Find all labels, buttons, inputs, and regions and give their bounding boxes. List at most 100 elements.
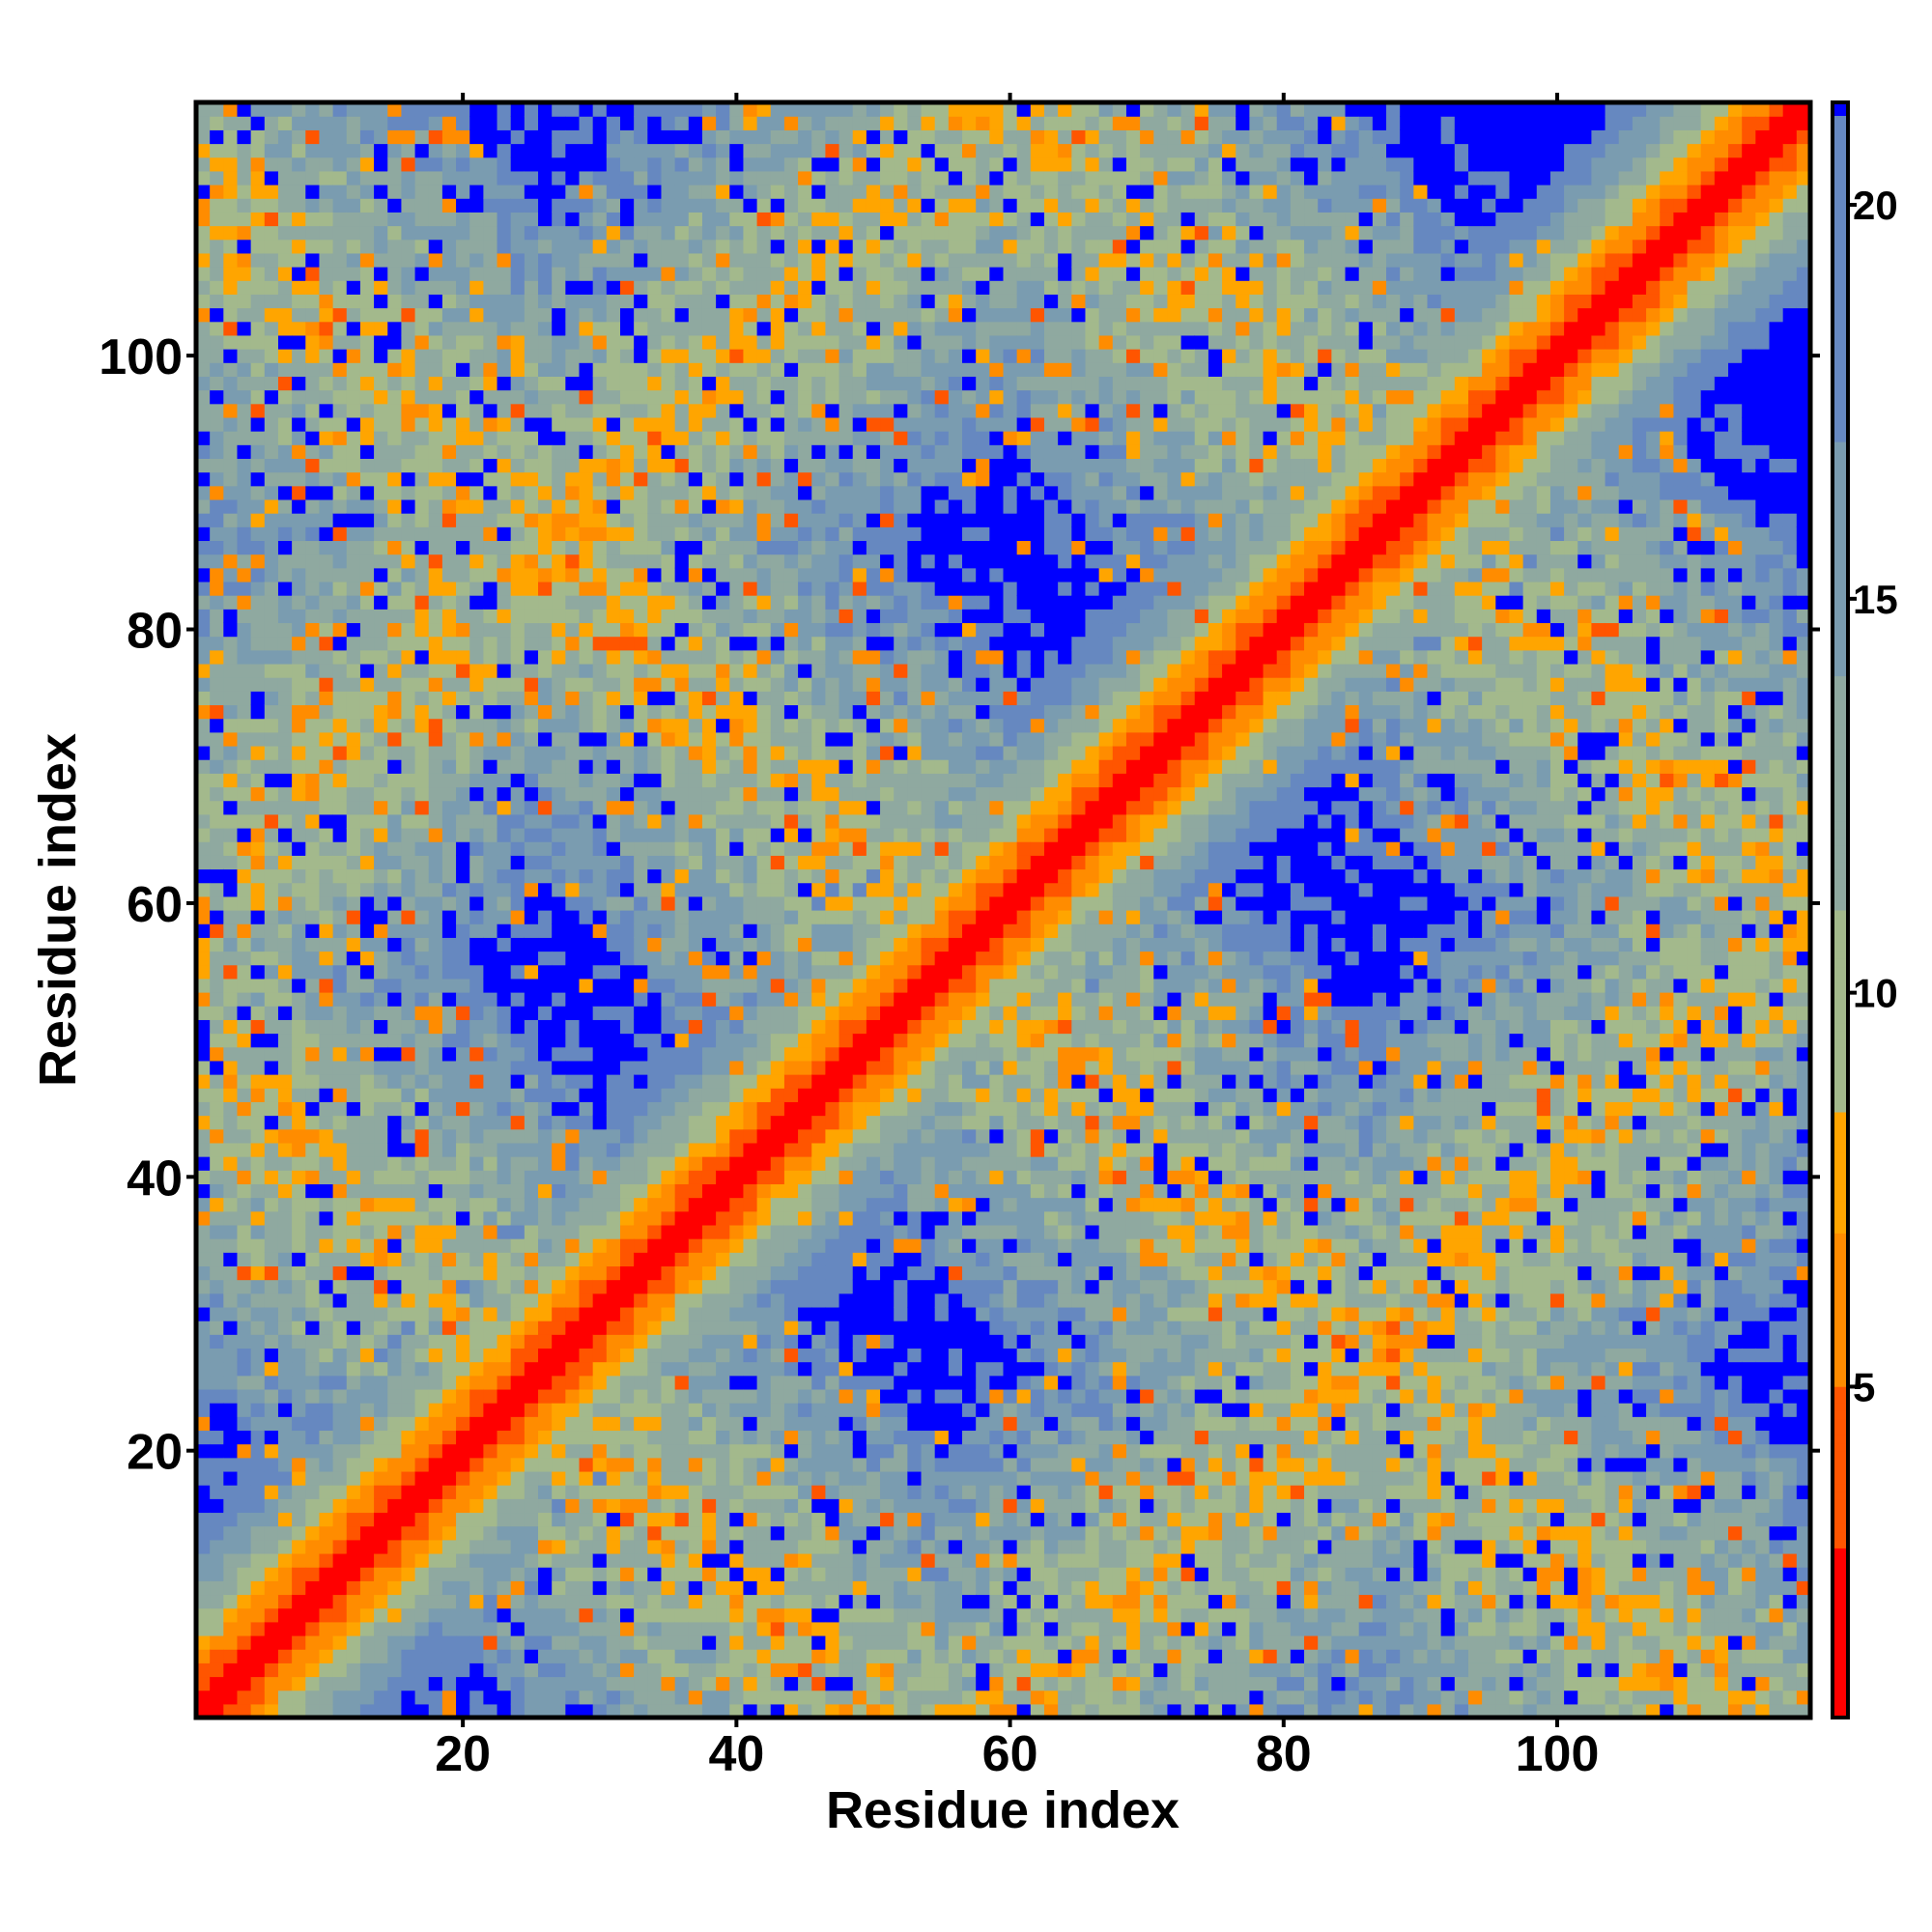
heatmap-cell <box>674 663 690 678</box>
heatmap-cell <box>441 1224 457 1239</box>
heatmap-cell <box>647 1238 663 1253</box>
heatmap-cell <box>374 1607 388 1623</box>
heatmap-cell <box>359 198 375 213</box>
heatmap-cell <box>634 868 648 884</box>
heatmap-cell <box>538 334 553 350</box>
heatmap-cell <box>223 1060 239 1075</box>
heatmap-cell <box>237 677 252 692</box>
heatmap-cell <box>619 1074 635 1089</box>
heatmap-cell <box>688 786 703 802</box>
heatmap-cell <box>319 1210 334 1226</box>
heatmap-cell <box>332 1321 348 1335</box>
heatmap-cell <box>250 307 266 323</box>
heatmap-cell <box>469 731 484 747</box>
heatmap-cell <box>305 102 321 117</box>
heatmap-cell <box>729 813 745 829</box>
heatmap-cell <box>483 841 498 856</box>
heatmap-cell <box>497 1470 512 1486</box>
heatmap-cell <box>428 458 443 473</box>
heatmap-cell <box>552 992 566 1007</box>
heatmap-cell <box>497 1552 512 1568</box>
heatmap-cell <box>414 225 430 241</box>
heatmap-cell <box>579 1183 594 1199</box>
heatmap-cell <box>565 458 581 473</box>
heatmap-cell <box>346 1265 361 1281</box>
heatmap-cell <box>414 1156 430 1171</box>
heatmap-cell <box>483 923 498 938</box>
heatmap-cell <box>456 1552 470 1568</box>
heatmap-cell <box>359 800 375 815</box>
heatmap-cell <box>441 1306 457 1321</box>
heatmap-cell <box>538 1019 553 1035</box>
heatmap-cell <box>196 1443 211 1459</box>
heatmap-cell <box>305 910 321 924</box>
heatmap-cell <box>292 1498 306 1514</box>
heatmap-cell <box>729 1567 745 1581</box>
heatmap-cell <box>552 800 566 815</box>
heatmap-cell <box>196 212 211 227</box>
heatmap-cell <box>332 1594 348 1609</box>
heatmap-cells <box>196 102 1811 1719</box>
heatmap-cell <box>250 513 266 527</box>
heatmap-cell <box>606 1170 621 1184</box>
heatmap-cell <box>374 156 388 172</box>
heatmap-cell <box>674 1676 690 1691</box>
heatmap-cell <box>565 731 581 747</box>
heatmap-cell <box>579 1060 594 1075</box>
heatmap-cell <box>661 951 676 966</box>
heatmap-cell <box>223 1607 239 1623</box>
heatmap-cell <box>688 1265 703 1281</box>
heatmap-cell <box>196 663 211 678</box>
heatmap-cell <box>688 1375 703 1390</box>
heatmap-cell <box>264 1183 279 1199</box>
heatmap-cell <box>510 718 526 733</box>
heatmap-cell <box>456 1580 470 1596</box>
heatmap-cell <box>277 1388 293 1404</box>
heatmap-cell <box>332 156 348 172</box>
heatmap-cell <box>552 1334 566 1350</box>
heatmap-cell <box>592 102 608 117</box>
heatmap-cell <box>565 1334 581 1350</box>
heatmap-cell <box>305 937 321 952</box>
heatmap-cell <box>619 389 635 405</box>
heatmap-cell <box>292 1403 306 1417</box>
heatmap-cell <box>428 855 443 870</box>
heatmap-cell <box>743 1539 758 1554</box>
heatmap-cell <box>552 1306 566 1321</box>
heatmap-cell <box>743 813 758 829</box>
heatmap-cell <box>634 1156 648 1171</box>
heatmap-cell <box>441 1101 457 1117</box>
heatmap-cell <box>387 718 403 733</box>
heatmap-cell <box>688 1662 703 1678</box>
heatmap-cell <box>387 389 403 405</box>
heatmap-cell <box>592 1403 608 1417</box>
heatmap-cell <box>552 1403 566 1417</box>
heatmap-cell <box>237 841 252 856</box>
heatmap-cell <box>264 1238 279 1253</box>
heatmap-cell <box>619 923 635 938</box>
heatmap-cell <box>346 129 361 145</box>
heatmap-cell <box>346 1033 361 1048</box>
heatmap-cell <box>456 1512 470 1527</box>
heatmap-cell <box>606 1306 621 1321</box>
heatmap-cell <box>237 198 252 213</box>
heatmap-cell <box>264 280 279 295</box>
heatmap-cell <box>359 1074 375 1089</box>
heatmap-cell <box>277 252 293 268</box>
heatmap-cell <box>319 964 334 980</box>
heatmap-cell <box>196 1019 211 1035</box>
heatmap-cell <box>264 294 279 309</box>
heatmap-cell <box>606 868 621 884</box>
heatmap-cell <box>510 1306 526 1321</box>
heatmap-cell <box>210 1580 224 1596</box>
heatmap-cell <box>387 1567 403 1581</box>
heatmap-cell <box>634 855 648 870</box>
heatmap-cell <box>346 102 361 117</box>
heatmap-cell <box>277 102 293 117</box>
heatmap-cell <box>565 978 581 993</box>
heatmap-cell <box>483 1662 498 1678</box>
heatmap-cell <box>729 855 745 870</box>
heatmap-cell <box>374 1470 388 1486</box>
heatmap-cell <box>619 102 635 117</box>
heatmap-cell <box>701 1224 717 1239</box>
